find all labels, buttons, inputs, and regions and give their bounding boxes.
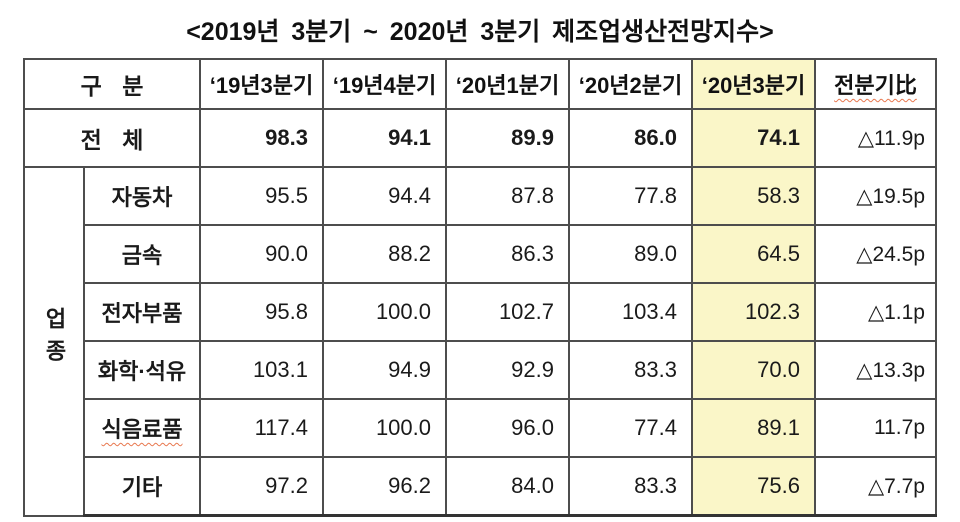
value-cell-highlighted: 89.1 xyxy=(691,398,816,458)
value-cell-highlighted: 102.3 xyxy=(691,282,816,342)
value-cell: 87.8 xyxy=(445,166,570,226)
value-cell: 117.4 xyxy=(199,398,324,458)
value-cell: 100.0 xyxy=(322,282,447,342)
value-cell: 92.9 xyxy=(445,340,570,400)
value-cell: 97.2 xyxy=(199,456,324,517)
total-value-20q2: 86.0 xyxy=(568,108,693,168)
header-19q4: ‘19년4분기 xyxy=(322,58,447,110)
value-cell: 89.0 xyxy=(568,224,693,284)
total-value-19q4: 94.1 xyxy=(322,108,447,168)
value-cell-highlighted: 64.5 xyxy=(691,224,816,284)
delta-cell: △24.5p xyxy=(814,224,937,284)
value-cell: 86.3 xyxy=(445,224,570,284)
value-cell-highlighted: 75.6 xyxy=(691,456,816,517)
value-cell-highlighted: 58.3 xyxy=(691,166,816,226)
category-row-electronics: 전자부품 95.8 100.0 102.7 103.4 102.3 △1.1p xyxy=(24,282,937,342)
category-row-etc: 기타 97.2 96.2 84.0 83.3 75.6 △7.7p xyxy=(24,456,937,517)
category-label: 식음료품 xyxy=(83,398,201,458)
delta-cell: 11.7p xyxy=(814,398,937,458)
category-label: 기타 xyxy=(83,456,201,517)
total-delta: △11.9p xyxy=(814,108,937,168)
category-row-metal: 금속 90.0 88.2 86.3 89.0 64.5 △24.5p xyxy=(24,224,937,284)
delta-cell: △13.3p xyxy=(814,340,937,400)
total-label: 전 체 xyxy=(23,108,201,168)
category-row-chemical-oil: 화학·석유 103.1 94.9 92.9 83.3 70.0 △13.3p xyxy=(24,340,937,400)
value-cell: 90.0 xyxy=(199,224,324,284)
industry-group-cell: 업종 xyxy=(23,166,85,517)
value-cell: 103.1 xyxy=(199,340,324,400)
production-outlook-table: 구 분 ‘19년3분기 ‘19년4분기 ‘20년1분기 ‘20년2분기 ‘20년… xyxy=(23,58,937,517)
value-cell: 100.0 xyxy=(322,398,447,458)
header-20q2: ‘20년2분기 xyxy=(568,58,693,110)
header-gubun: 구 분 xyxy=(23,58,201,110)
value-cell: 96.2 xyxy=(322,456,447,517)
value-cell: 94.4 xyxy=(322,166,447,226)
delta-cell: △19.5p xyxy=(814,166,937,226)
value-cell: 77.8 xyxy=(568,166,693,226)
value-cell: 77.4 xyxy=(568,398,693,458)
value-cell: 95.5 xyxy=(199,166,324,226)
category-label: 자동차 xyxy=(83,166,201,226)
header-prev-quarter-diff: 전분기比 xyxy=(814,58,937,110)
value-cell: 84.0 xyxy=(445,456,570,517)
value-cell: 96.0 xyxy=(445,398,570,458)
category-label: 화학·석유 xyxy=(83,340,201,400)
total-value-20q3: 74.1 xyxy=(691,108,816,168)
value-cell: 95.8 xyxy=(199,282,324,342)
total-row: 전 체 98.3 94.1 89.9 86.0 74.1 △11.9p xyxy=(23,108,937,168)
delta-cell: △7.7p xyxy=(814,456,937,517)
header-20q1: ‘20년1분기 xyxy=(445,58,570,110)
total-value-20q1: 89.9 xyxy=(445,108,570,168)
value-cell: 88.2 xyxy=(322,224,447,284)
figure-title: <2019년 3분기 ~ 2020년 3분기 제조업생산전망지수> xyxy=(186,18,774,46)
header-20q3-highlighted: ‘20년3분기 xyxy=(691,58,816,110)
value-cell: 103.4 xyxy=(568,282,693,342)
total-value-19q3: 98.3 xyxy=(199,108,324,168)
value-cell: 94.9 xyxy=(322,340,447,400)
category-label: 금속 xyxy=(83,224,201,284)
value-cell: 102.7 xyxy=(445,282,570,342)
value-cell: 83.3 xyxy=(568,456,693,517)
header-19q3: ‘19년3분기 xyxy=(199,58,324,110)
value-cell-highlighted: 70.0 xyxy=(691,340,816,400)
header-row: 구 분 ‘19년3분기 ‘19년4분기 ‘20년1분기 ‘20년2분기 ‘20년… xyxy=(23,58,937,110)
category-label: 전자부품 xyxy=(83,282,201,342)
industry-group-label: 업종 xyxy=(42,306,67,371)
value-cell: 83.3 xyxy=(568,340,693,400)
category-row-auto: 업종 자동차 95.5 94.4 87.8 77.8 58.3 △19.5p xyxy=(23,166,937,517)
category-row-food: 식음료품 117.4 100.0 96.0 77.4 89.1 11.7p xyxy=(24,398,937,458)
delta-cell: △1.1p xyxy=(814,282,937,342)
